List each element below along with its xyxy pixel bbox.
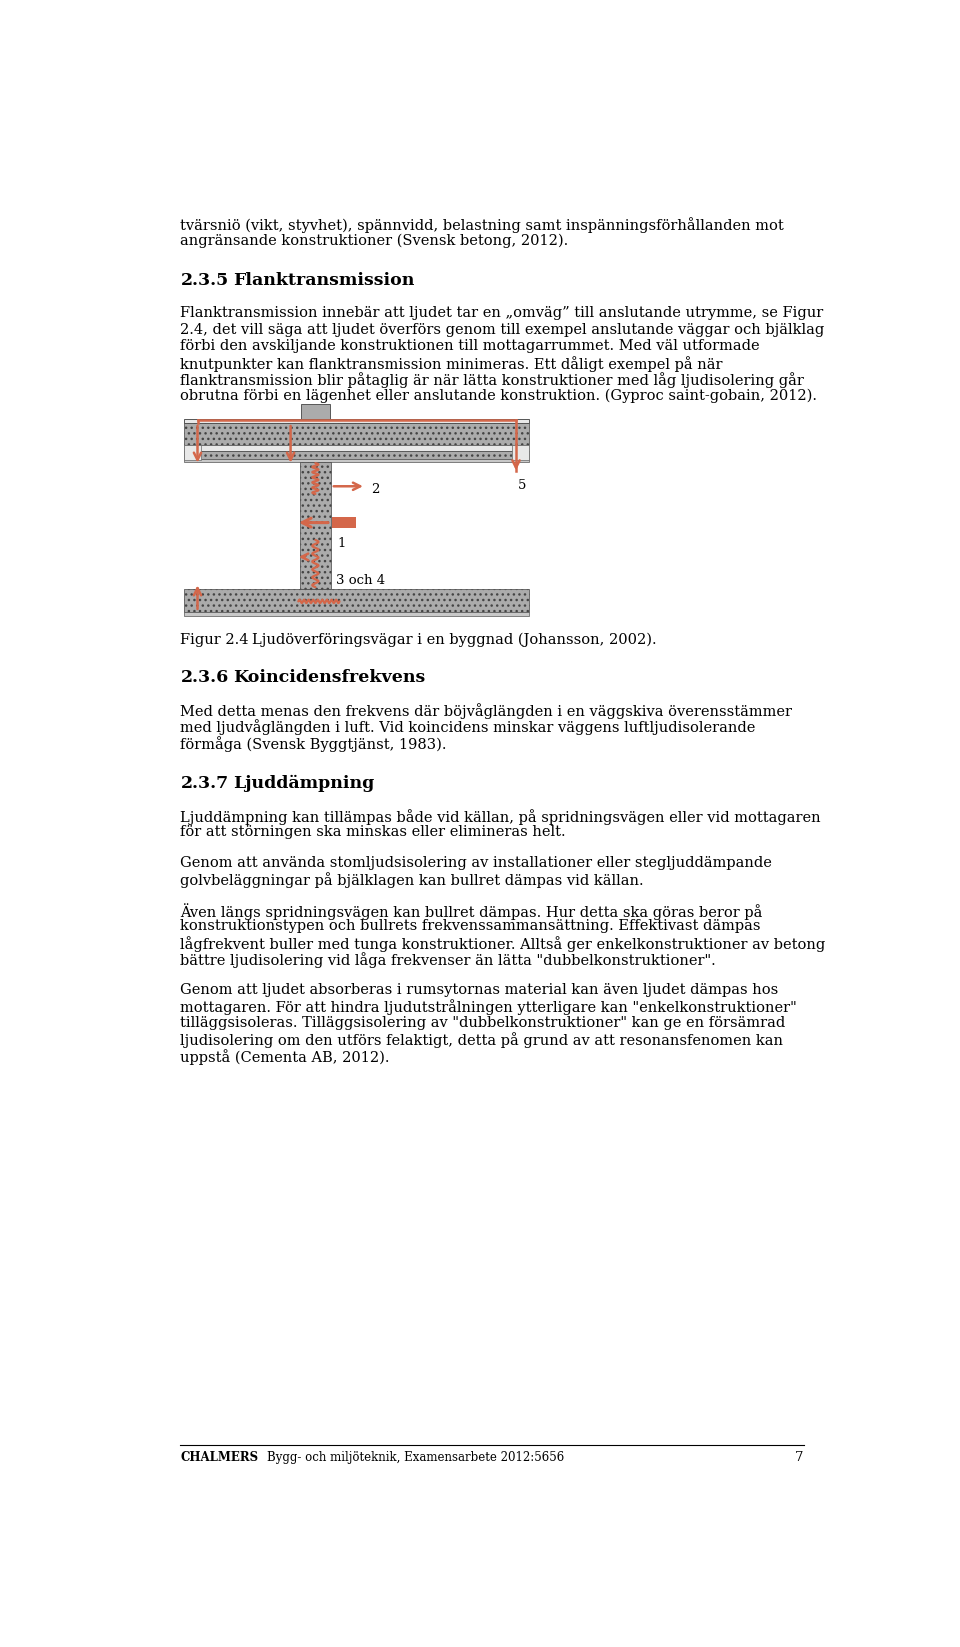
Text: Ljuddämpning: Ljuddämpning <box>233 774 374 792</box>
Text: Ljuddämpning kan tillämpas både vid källan, på spridningsvägen eller vid mottaga: Ljuddämpning kan tillämpas både vid käll… <box>180 809 821 825</box>
Text: knutpunkter kan flanktransmission minimeras. Ett dåligt exempel på när: knutpunkter kan flanktransmission minime… <box>180 356 723 372</box>
Text: mottagaren. För att hindra ljudutstrålningen ytterligare kan "enkelkonstruktione: mottagaren. För att hindra ljudutstrålni… <box>180 1000 797 1015</box>
Text: Koincidensfrekvens: Koincidensfrekvens <box>233 669 425 687</box>
Text: Med detta menas den frekvens där böjvåglängden i en väggskiva överensstämmer: Med detta menas den frekvens där böjvågl… <box>180 703 792 720</box>
Text: Ljudöverföringsvägar i en byggnad (Johansson, 2002).: Ljudöverföringsvägar i en byggnad (Johan… <box>252 632 657 647</box>
Text: 2.4, det vill säga att ljudet överförs genom till exempel anslutande väggar och : 2.4, det vill säga att ljudet överförs g… <box>180 323 825 336</box>
Text: Figur 2.4: Figur 2.4 <box>180 632 249 647</box>
Text: flanktransmission blir påtaglig är när lätta konstruktioner med låg ljudisolerin: flanktransmission blir påtaglig är när l… <box>180 372 804 389</box>
Text: angränsande konstruktioner (Svensk betong, 2012).: angränsande konstruktioner (Svensk beton… <box>180 234 568 247</box>
Bar <box>184 451 529 458</box>
Text: Bygg- och miljöteknik, Examensarbete 2012:5656: Bygg- och miljöteknik, Examensarbete 201… <box>267 1451 564 1464</box>
Text: ljudisolering om den utförs felaktigt, detta på grund av att resonansfenomen kan: ljudisolering om den utförs felaktigt, d… <box>180 1033 783 1049</box>
Bar <box>512 445 529 460</box>
Bar <box>332 517 355 529</box>
Text: förmåga (Svensk Byggtjänst, 1983).: förmåga (Svensk Byggtjänst, 1983). <box>180 736 447 753</box>
Bar <box>184 445 529 451</box>
Text: Flanktransmission: Flanktransmission <box>233 272 415 290</box>
Text: CHALMERS: CHALMERS <box>180 1451 258 1464</box>
Text: obrutna förbi en lägenhet eller anslutande konstruktion. (Gyproc saint-gobain, 2: obrutna förbi en lägenhet eller anslutan… <box>180 389 818 404</box>
Text: 1: 1 <box>337 537 346 550</box>
Text: tvärsniö (vikt, styvhet), spännvidd, belastning samt inspänningsförhållanden mot: tvärsniö (vikt, styvhet), spännvidd, bel… <box>180 217 784 232</box>
Bar <box>184 420 529 423</box>
Text: uppstå (Cementa AB, 2012).: uppstå (Cementa AB, 2012). <box>180 1049 390 1066</box>
Bar <box>300 461 331 588</box>
Bar <box>184 588 529 611</box>
Text: Genom att ljudet absorberas i rumsytornas material kan även ljudet dämpas hos: Genom att ljudet absorberas i rumsytorna… <box>180 983 779 996</box>
Text: med ljudvåglängden i luft. Vid koincidens minskar väggens luftljudisolerande: med ljudvåglängden i luft. Vid koinciden… <box>180 720 756 736</box>
Text: konstruktionstypen och bullrets frekvenssammansättning. Effektivast dämpas: konstruktionstypen och bullrets frekvens… <box>180 919 761 934</box>
Text: för att störningen ska minskas eller elimineras helt.: för att störningen ska minskas eller eli… <box>180 825 566 840</box>
Text: 2.3.7: 2.3.7 <box>180 774 228 792</box>
Text: tilläggsisoleras. Tilläggsisolering av "dubbelkonstruktioner" kan ge en försämra: tilläggsisoleras. Tilläggsisolering av "… <box>180 1016 785 1029</box>
Text: bättre ljudisolering vid låga frekvenser än lätta "dubbelkonstruktioner".: bättre ljudisolering vid låga frekvenser… <box>180 952 716 968</box>
Bar <box>184 611 529 616</box>
Bar <box>300 404 330 420</box>
Text: Genom att använda stomljudsisolering av installationer eller stegljuddämpande: Genom att använda stomljudsisolering av … <box>180 856 773 870</box>
Text: lågfrekvent buller med tunga konstruktioner. Alltså ger enkelkonstruktioner av b: lågfrekvent buller med tunga konstruktio… <box>180 935 826 952</box>
Text: 2: 2 <box>372 483 379 496</box>
Bar <box>184 423 529 445</box>
Text: förbi den avskiljande konstruktionen till mottagarrummet. Med väl utformade: förbi den avskiljande konstruktionen til… <box>180 339 760 352</box>
Text: 7: 7 <box>795 1451 804 1464</box>
Text: 5: 5 <box>518 479 527 491</box>
Text: 3 och 4: 3 och 4 <box>336 573 385 586</box>
Bar <box>184 445 202 460</box>
Text: Även längs spridningsvägen kan bullret dämpas. Hur detta ska göras beror på: Även längs spridningsvägen kan bullret d… <box>180 903 763 919</box>
Bar <box>184 458 529 461</box>
Text: 2.3.6: 2.3.6 <box>180 669 228 687</box>
Text: Flanktransmission innebär att ljudet tar en „omväg” till anslutande utrymme, se : Flanktransmission innebär att ljudet tar… <box>180 306 824 320</box>
Text: golvbeläggningar på bjälklagen kan bullret dämpas vid källan.: golvbeläggningar på bjälklagen kan bullr… <box>180 873 644 888</box>
Text: 2.3.5: 2.3.5 <box>180 272 228 290</box>
